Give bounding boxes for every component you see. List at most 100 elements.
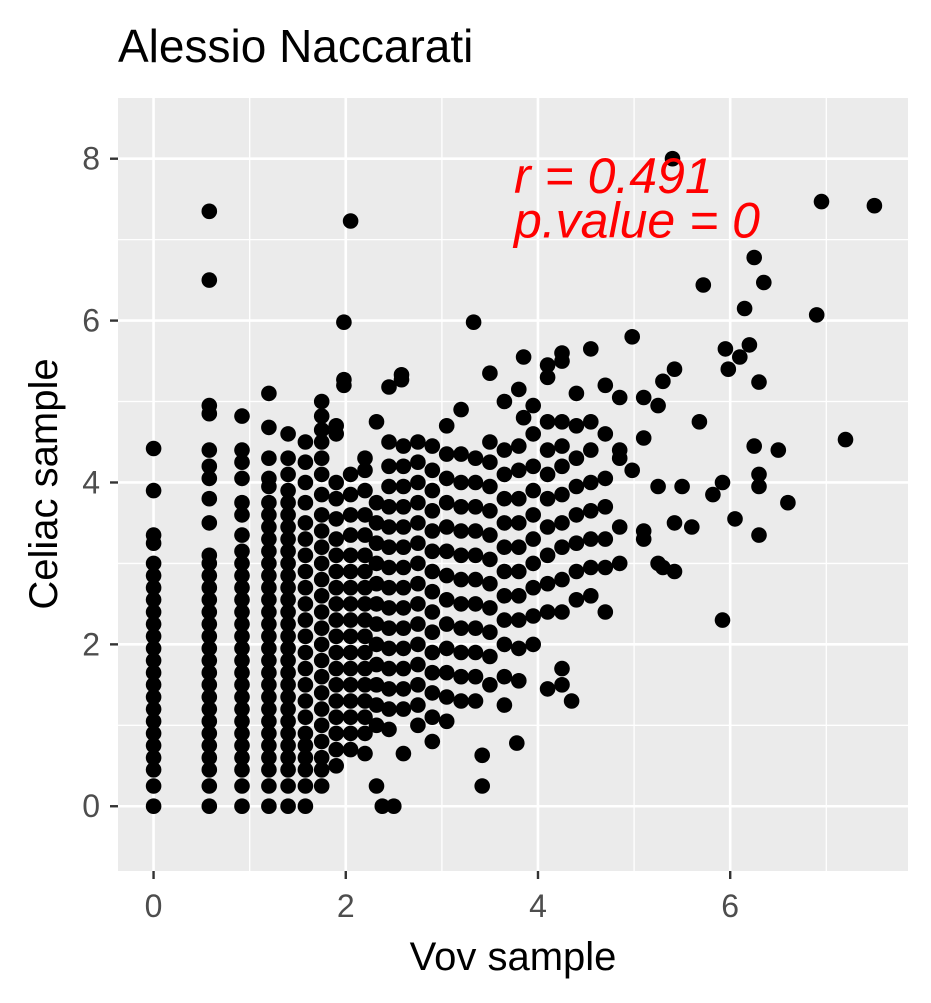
data-point	[368, 717, 385, 734]
data-point	[381, 519, 397, 535]
data-point	[261, 592, 277, 608]
data-point	[145, 725, 162, 742]
data-point	[568, 450, 585, 467]
data-point	[261, 689, 277, 705]
data-point	[611, 555, 628, 572]
x-axis-title: Vov sample	[410, 935, 617, 979]
data-point	[234, 640, 250, 657]
data-point	[424, 523, 441, 539]
data-point	[453, 620, 469, 636]
data-point	[145, 798, 162, 814]
data-point	[297, 762, 314, 778]
data-point	[732, 349, 748, 365]
data-point	[201, 762, 218, 778]
data-points	[145, 150, 883, 814]
data-point	[511, 588, 527, 604]
data-point	[395, 640, 412, 657]
data-point	[554, 345, 570, 361]
chart-title: Alessio Naccarati	[118, 20, 473, 72]
data-point	[482, 365, 498, 382]
data-point	[357, 644, 373, 661]
data-point	[261, 579, 277, 596]
data-point	[539, 466, 556, 483]
data-point	[261, 470, 277, 487]
data-point	[261, 555, 277, 572]
data-point	[496, 539, 513, 555]
data-point	[201, 547, 218, 564]
data-point	[280, 494, 296, 511]
data-point	[866, 197, 883, 214]
data-point	[539, 442, 556, 458]
data-point	[201, 628, 218, 645]
data-point	[410, 596, 426, 612]
data-point	[496, 490, 513, 507]
data-point	[666, 361, 683, 378]
data-point	[751, 478, 767, 495]
data-point	[313, 523, 330, 539]
data-point	[357, 527, 373, 543]
data-point	[342, 486, 359, 503]
data-point	[438, 446, 455, 462]
data-point	[328, 612, 345, 628]
data-point	[342, 644, 359, 661]
data-point	[261, 616, 277, 632]
data-point	[525, 636, 541, 653]
data-point	[357, 547, 373, 564]
data-point	[313, 422, 330, 438]
data-point	[145, 713, 162, 730]
data-point	[145, 749, 162, 766]
data-point	[313, 571, 330, 588]
data-point	[357, 462, 373, 479]
data-point	[666, 515, 683, 531]
data-point	[297, 596, 314, 612]
data-point	[261, 604, 277, 620]
data-point	[666, 563, 683, 580]
data-point	[539, 681, 556, 697]
data-point	[234, 664, 250, 681]
data-point	[342, 507, 359, 523]
data-point	[342, 725, 359, 742]
data-point	[261, 778, 277, 794]
data-point	[368, 575, 385, 592]
data-point	[410, 677, 426, 693]
data-point	[511, 673, 527, 689]
data-point	[368, 677, 385, 693]
data-point	[381, 600, 397, 616]
data-point	[280, 737, 296, 754]
data-point	[368, 414, 385, 430]
data-point	[496, 697, 513, 713]
data-point	[583, 588, 599, 604]
data-point	[145, 440, 162, 457]
data-point	[201, 616, 218, 632]
data-point	[496, 442, 513, 458]
data-point	[145, 737, 162, 754]
data-point	[496, 393, 513, 410]
data-point	[234, 592, 250, 608]
data-point	[525, 608, 541, 624]
data-point	[201, 604, 218, 620]
data-point	[808, 307, 825, 323]
data-point	[328, 644, 345, 661]
data-point	[261, 713, 277, 730]
data-point	[297, 531, 314, 547]
data-point	[201, 798, 218, 814]
data-point	[583, 474, 599, 491]
data-point	[467, 693, 484, 709]
data-point	[261, 494, 277, 511]
data-point	[691, 414, 708, 430]
data-point	[313, 466, 330, 483]
data-point	[453, 401, 469, 418]
data-point	[280, 426, 296, 442]
data-point	[342, 660, 359, 677]
data-point	[511, 640, 527, 657]
data-point	[410, 656, 426, 673]
annotation-label: r = 0.491	[514, 148, 713, 204]
data-point	[201, 470, 218, 487]
data-point	[145, 555, 162, 572]
data-point	[509, 735, 525, 751]
data-point	[511, 563, 527, 580]
data-point	[424, 563, 441, 580]
data-point	[515, 349, 532, 365]
data-point	[453, 474, 469, 491]
data-point	[597, 470, 614, 487]
